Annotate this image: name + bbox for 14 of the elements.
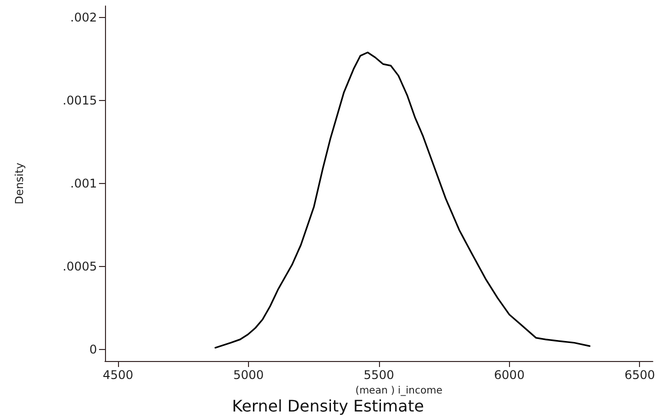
y-tick-label: .0005 — [62, 259, 97, 274]
y-tick-label: .0015 — [62, 94, 97, 108]
text: Kernel Density Estimate — [232, 396, 424, 416]
x-tick-label: 5500 — [364, 368, 394, 382]
line-series — [214, 52, 590, 349]
x-tick-label: 4500 — [102, 368, 134, 382]
x-tick-label: 6500 — [624, 368, 656, 382]
y-tick-label: 0 — [89, 342, 97, 356]
x-tick-label: 5000 — [233, 368, 264, 382]
y-tick-label: .001 — [70, 176, 97, 190]
y-tick-label: .002 — [70, 10, 97, 25]
y-axis-title: Density — [13, 162, 26, 204]
x-tick-label: 6000 — [494, 368, 525, 382]
x-axis-title: (mean ) i_income — [355, 385, 442, 396]
